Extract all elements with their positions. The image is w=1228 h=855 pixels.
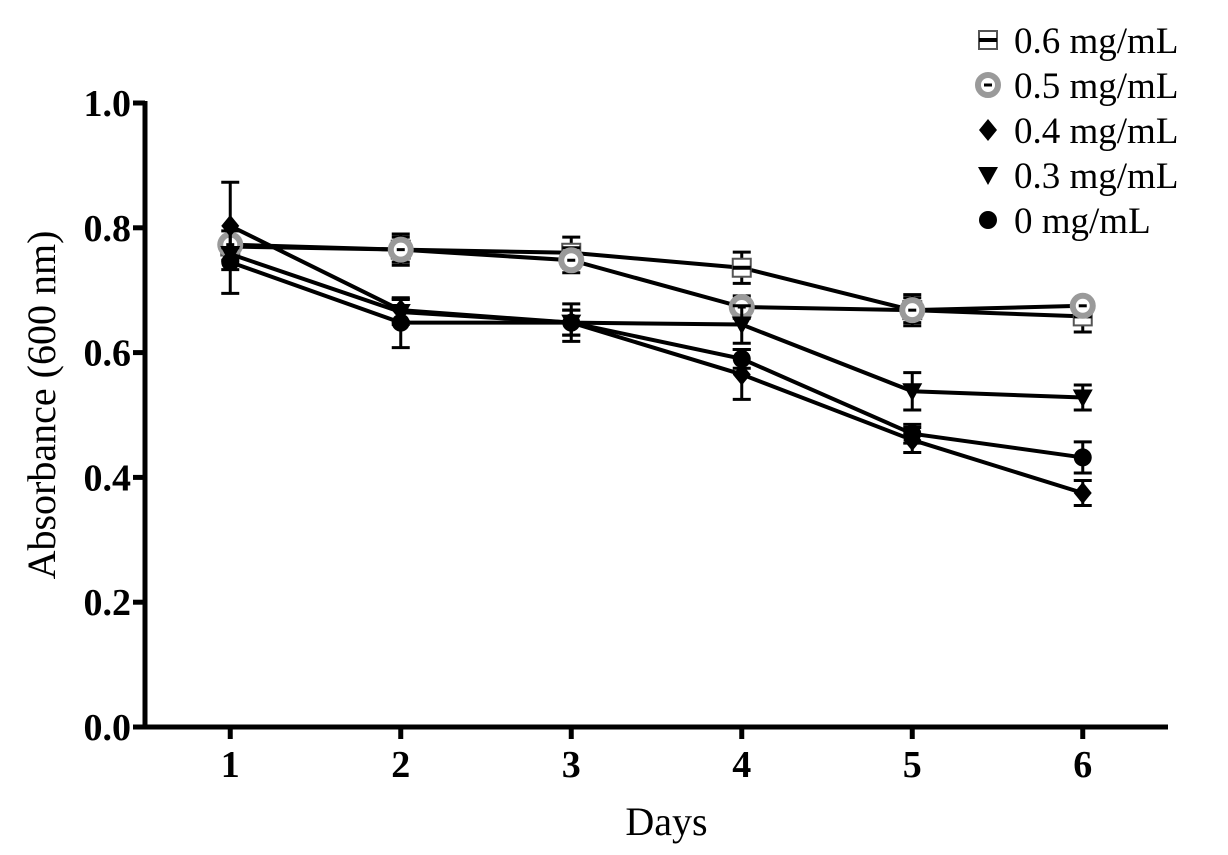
x-tick-label: 5 xyxy=(903,744,922,786)
y-tick-label: 0.8 xyxy=(84,208,132,250)
y-tick-label: 1.0 xyxy=(84,83,132,125)
legend-marker xyxy=(979,119,997,141)
data-point xyxy=(732,349,751,368)
series-line xyxy=(229,252,1083,400)
x-tick-label: 1 xyxy=(221,744,240,786)
series-line xyxy=(229,260,1084,460)
x-tick-label: 3 xyxy=(562,744,581,786)
legend-label: 0.3 mg/mL xyxy=(1014,156,1178,197)
data-point xyxy=(903,424,922,443)
legend-item: 0.6 mg/mL xyxy=(978,21,1178,62)
x-axis-title: Days xyxy=(625,799,707,844)
series-3 xyxy=(220,246,1093,412)
series-layer xyxy=(217,180,1096,507)
data-point xyxy=(1073,448,1092,467)
y-tick-label: 0.2 xyxy=(84,582,132,624)
legend-item: 0 mg/mL xyxy=(979,201,1151,242)
legend-label: 0.6 mg/mL xyxy=(1014,21,1178,62)
y-tick-label: 0.0 xyxy=(84,707,132,749)
legend-marker xyxy=(978,30,998,50)
y-tick-label: 0.4 xyxy=(84,457,132,499)
legend: 0.6 mg/mL0.5 mg/mL0.4 mg/mL0.3 mg/mL0 mg… xyxy=(975,21,1178,242)
legend-item: 0.4 mg/mL xyxy=(979,111,1178,152)
series-4 xyxy=(221,229,1092,475)
data-point xyxy=(391,313,410,332)
series-1 xyxy=(217,231,1096,325)
legend-label: 0.4 mg/mL xyxy=(1014,111,1178,152)
series-line xyxy=(229,224,1084,495)
data-point xyxy=(562,313,581,332)
legend-marker xyxy=(975,72,1001,98)
x-tick-label: 4 xyxy=(732,744,751,786)
data-point xyxy=(731,316,752,335)
data-point xyxy=(221,253,240,272)
y-tick-label: 0.6 xyxy=(84,333,132,375)
legend-item: 0.5 mg/mL xyxy=(975,66,1178,107)
data-point xyxy=(387,236,414,263)
data-point xyxy=(899,297,926,324)
data-point xyxy=(558,247,585,274)
x-tick-label: 2 xyxy=(391,744,410,786)
data-point xyxy=(731,257,752,278)
axes: 0.0 0.2 0.4 0.6 0.8 1.0 1 2 3 4 5 6 Days Absorbance (… xyxy=(19,83,1168,844)
legend-label: 0 mg/mL xyxy=(1014,201,1151,242)
legend-item: 0.3 mg/mL xyxy=(978,156,1178,197)
x-tick-label: 6 xyxy=(1073,744,1092,786)
legend-label: 0.5 mg/mL xyxy=(1014,66,1178,107)
legend-marker xyxy=(978,167,998,185)
data-point xyxy=(1072,389,1093,408)
data-point xyxy=(1069,292,1096,319)
data-point xyxy=(902,383,923,402)
legend-marker xyxy=(979,211,997,229)
data-point xyxy=(1073,482,1092,504)
series-line xyxy=(230,242,1083,313)
y-axis-title: Absorbance (600 nm) xyxy=(19,231,64,580)
series-2 xyxy=(221,180,1092,507)
